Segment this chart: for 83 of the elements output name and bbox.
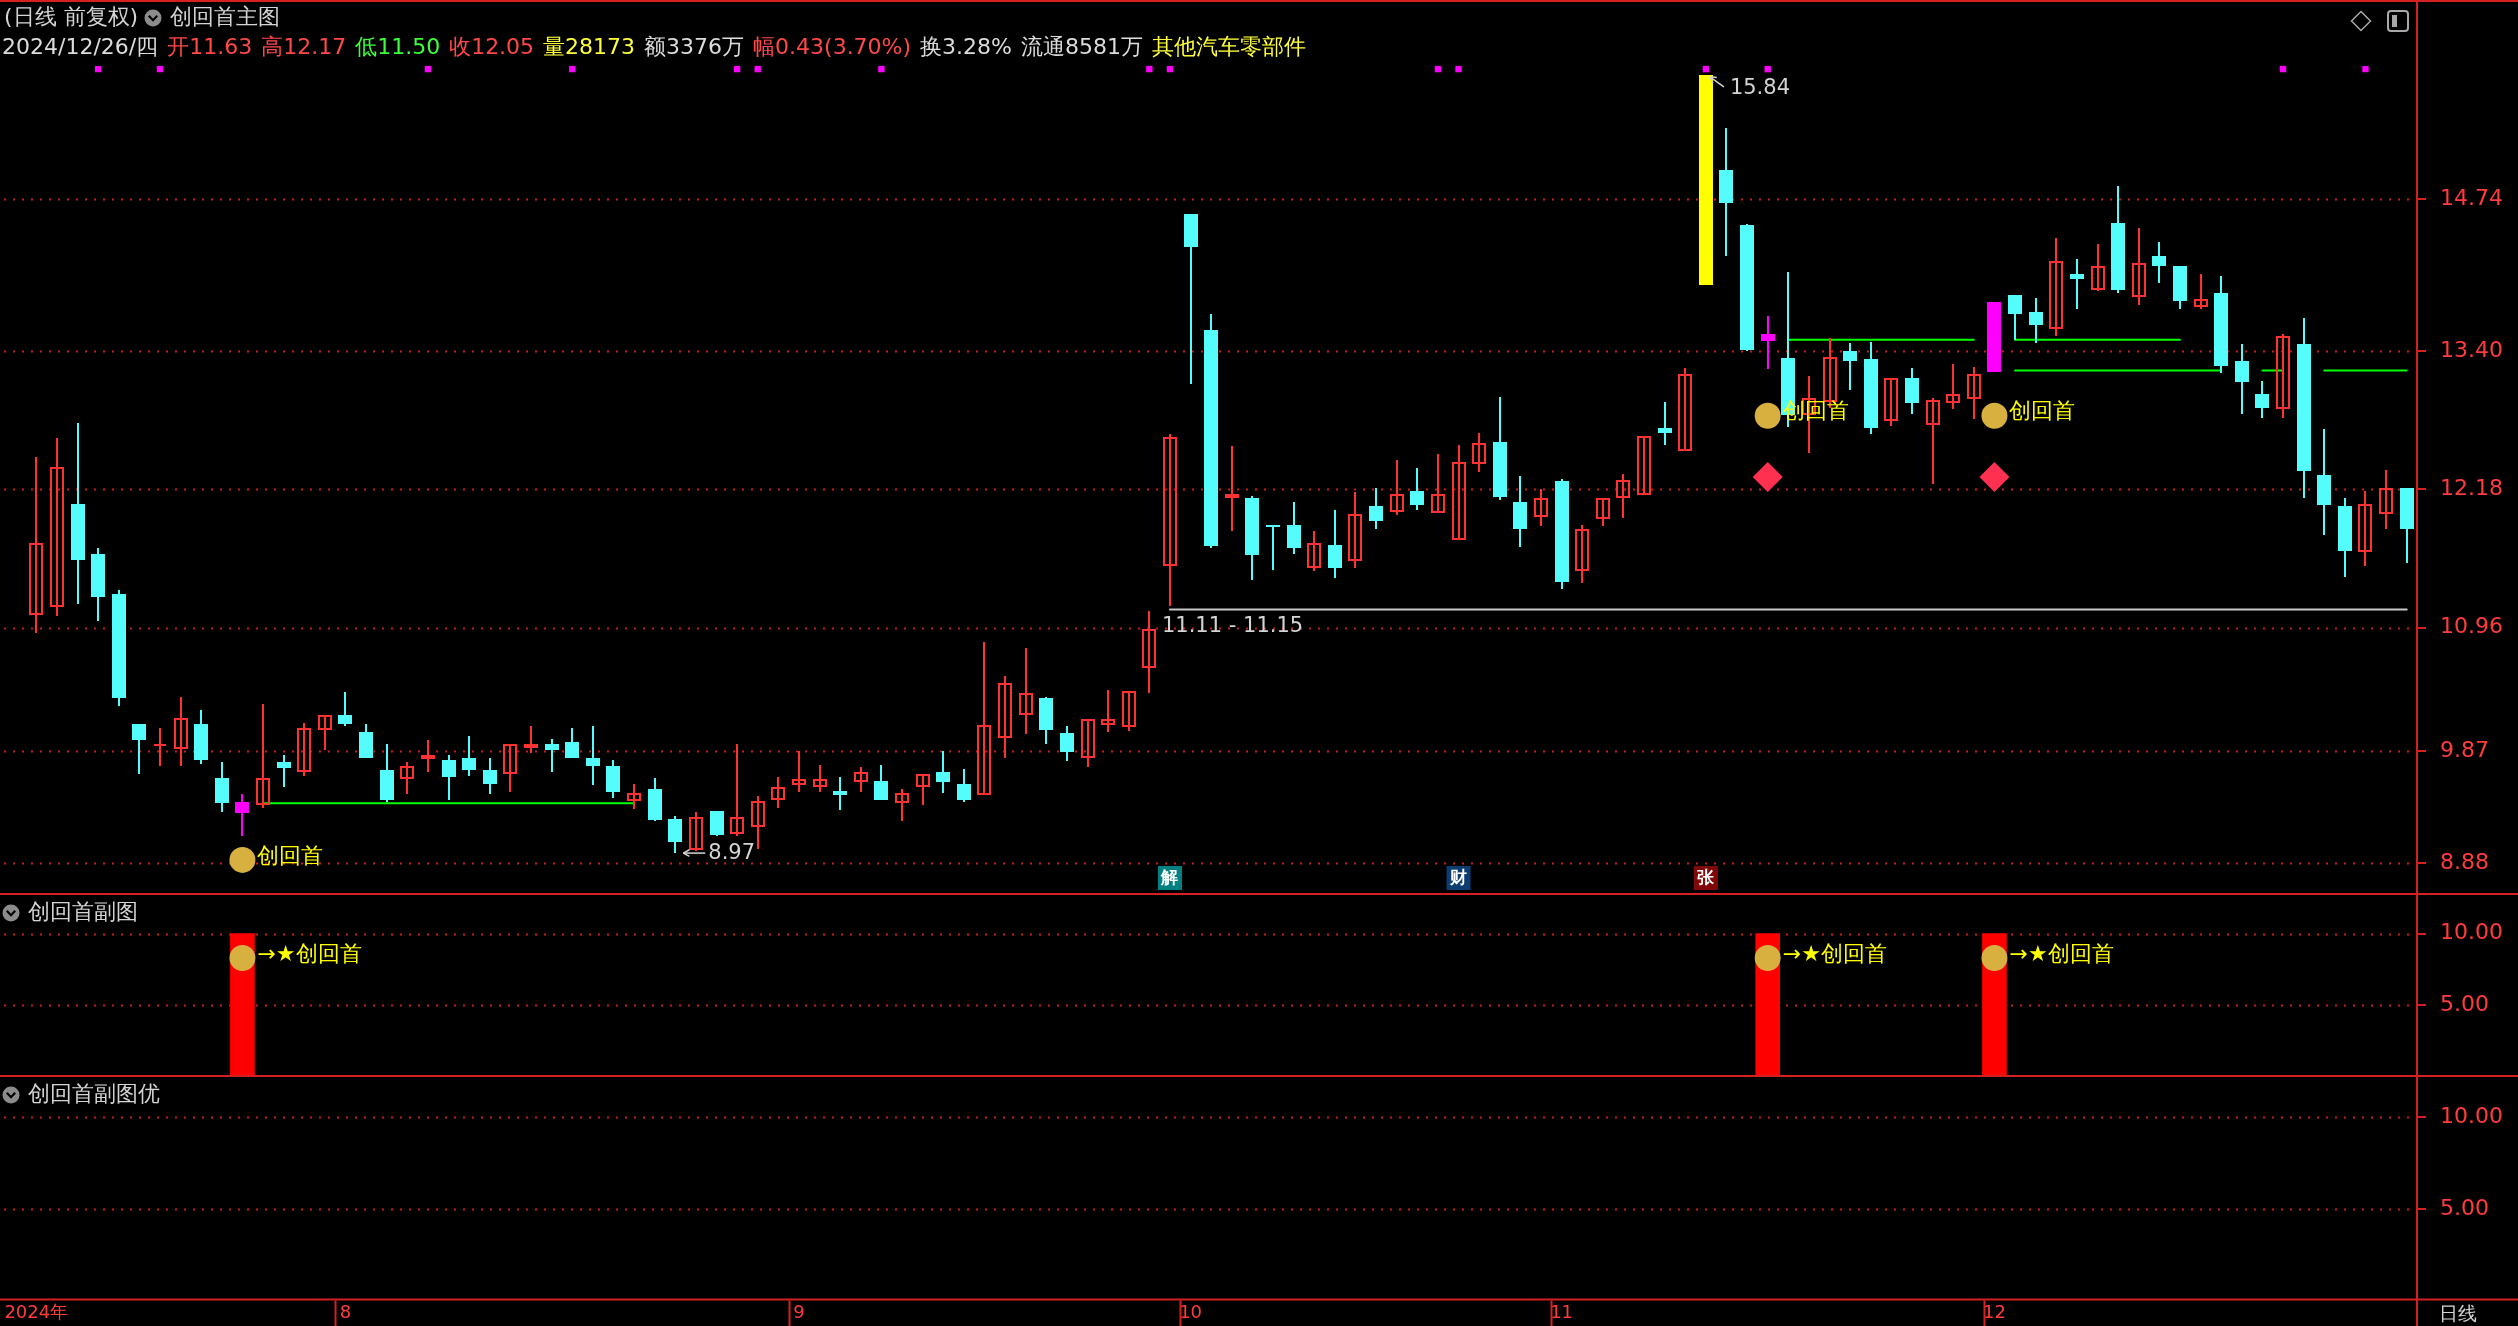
point <box>2362 65 2369 73</box>
point <box>1146 65 1153 73</box>
candlestick <box>29 457 43 633</box>
annotation: 11.11 - 11.15 <box>1161 613 1304 638</box>
candlestick <box>730 744 744 836</box>
point <box>1979 461 2010 492</box>
point <box>1981 402 2008 429</box>
x-tick-label: 12 <box>1983 1300 2006 1322</box>
x-tick-label: 9 <box>793 1300 805 1322</box>
annotation: (日线 前复权) <box>4 3 139 29</box>
x-tick-label: 11 <box>1550 1300 1574 1322</box>
candlestick <box>1163 434 1177 606</box>
candlestick <box>1101 690 1115 732</box>
candlestick <box>1616 474 1630 518</box>
y-tick-label: 12.18 <box>2440 475 2503 501</box>
chart-title: 创回首副图优 <box>28 1080 160 1106</box>
candlestick <box>1122 691 1136 731</box>
x-tick-label: 8 <box>339 1300 352 1322</box>
data-label: 创回首 <box>2009 398 2076 424</box>
candlestick <box>1266 525 1280 570</box>
y-tick-label: 8.88 <box>2440 849 2489 874</box>
candlestick <box>1019 648 1033 734</box>
point <box>1455 65 1462 73</box>
candlestick <box>1452 445 1466 540</box>
candlestick <box>2358 491 2372 566</box>
y-tick-label: 10.00 <box>2440 1103 2503 1128</box>
data-label: →★创回首 <box>1782 940 1887 966</box>
candlestick <box>1390 460 1404 515</box>
candlestick <box>689 812 703 851</box>
chart-title: 创回首副图 <box>28 898 138 924</box>
y-tick-label: 14.74 <box>2440 185 2503 211</box>
candlestick <box>1472 433 1486 472</box>
data-label: 解 <box>1160 867 1179 888</box>
candlestick <box>1678 368 1692 451</box>
candlestick <box>2091 244 2105 291</box>
chart-title: 创回首主图 <box>170 3 281 29</box>
candlestick <box>977 642 991 795</box>
candlestick <box>2070 259 2084 309</box>
candlestick <box>2132 228 2146 305</box>
y-tick-label: 13.40 <box>2440 336 2503 362</box>
candlestick <box>50 438 64 616</box>
y-tick-label: 10.96 <box>2440 613 2503 639</box>
candlestick <box>1637 436 1651 495</box>
candlestick <box>1225 446 1239 531</box>
candlestick <box>1946 364 1960 409</box>
candlestick <box>256 704 270 808</box>
candlestick <box>1307 531 1321 571</box>
candlestick <box>1575 525 1589 583</box>
candlestick <box>297 723 311 776</box>
data-label: 创回首 <box>257 842 324 868</box>
x-tick-label: 2024年 <box>4 1300 69 1322</box>
y-tick-label: 10.00 <box>2440 919 2503 945</box>
point <box>1754 402 1781 429</box>
x-tick-label: 10 <box>1179 1300 1203 1322</box>
data-label: →★创回首 <box>2009 940 2114 966</box>
candlestick <box>2379 470 2393 529</box>
candlestick <box>2276 334 2290 418</box>
candlestick <box>153 728 167 766</box>
candlestick <box>1926 398 1940 484</box>
candlestick <box>1081 719 1095 767</box>
annotation: 15.84 <box>1729 75 1791 100</box>
candlestick <box>174 697 188 766</box>
data-label: →★创回首 <box>257 940 362 966</box>
candlestick <box>998 676 1012 758</box>
candlestick <box>503 744 517 792</box>
candlestick <box>1967 367 1981 419</box>
candlestick <box>792 751 806 792</box>
point <box>878 65 885 73</box>
candlestick <box>2049 238 2063 336</box>
y-tick-label: 5.00 <box>2440 991 2489 1017</box>
candlestick <box>1142 611 1156 693</box>
text: 2024/12/26/四 开11.63 高12.17 低11.50 收12.05 量28173 额3376万 幅0.43(3.70%) 换3.28% 流通8581万 其他汽车零部件 <box>2 33 1306 59</box>
candlestick <box>1884 378 1898 426</box>
y-tick-label: 9.87 <box>2440 736 2489 762</box>
annotation: 8.97 <box>708 839 756 864</box>
point <box>1752 461 1783 492</box>
candlestick <box>1431 454 1445 513</box>
candlestick <box>1348 492 1362 568</box>
data-label: 财 <box>1449 867 1468 888</box>
point <box>229 846 256 873</box>
y-tick-label: 5.00 <box>2440 1194 2489 1220</box>
data-label: 张 <box>1697 867 1716 888</box>
x-axis-title: 日线 <box>2439 1301 2477 1324</box>
